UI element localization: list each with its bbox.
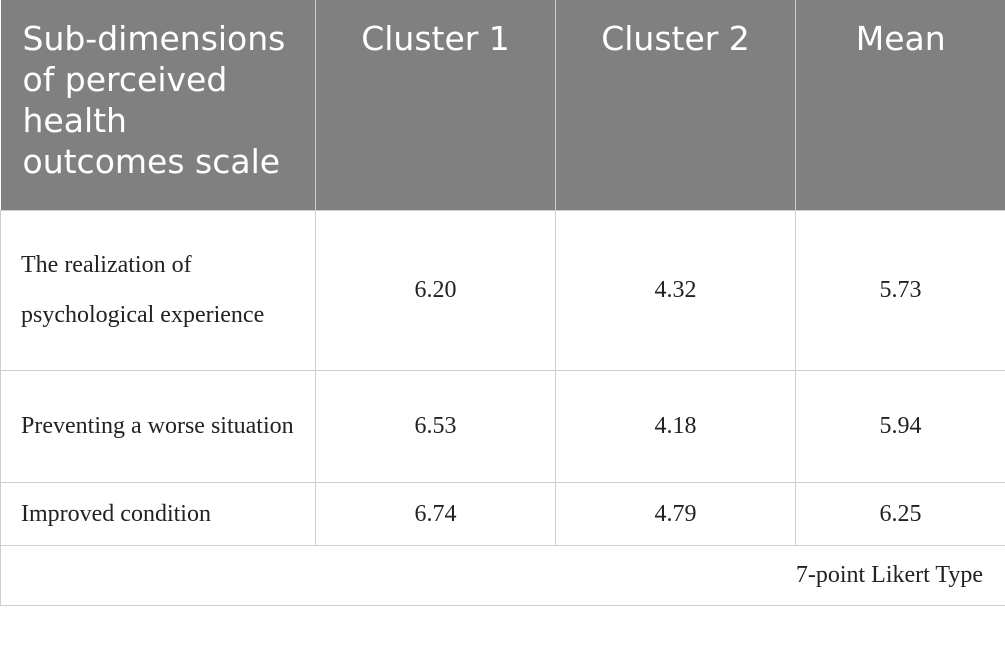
- footnote: 7-point Likert Type: [0, 544, 1005, 606]
- table-row: Improved condition 6.74 4.79 6.25: [0, 481, 1005, 546]
- cell: 6.74: [315, 481, 556, 546]
- cell: 4.18: [555, 369, 796, 483]
- table-row: The realization of psychological experie…: [0, 209, 1005, 371]
- cell: 6.25: [795, 481, 1005, 546]
- header-row: Sub-dimensions of perceived health outco…: [0, 0, 1005, 210]
- row-label: Improved condition: [0, 481, 316, 546]
- cell: 6.53: [315, 369, 556, 483]
- cell: 4.79: [555, 481, 796, 546]
- cell: 6.20: [315, 209, 556, 371]
- cell: 4.32: [555, 209, 796, 371]
- header-cell: Cluster 2: [555, 0, 796, 210]
- table-row: Preventing a worse situation 6.53 4.18 5…: [0, 369, 1005, 483]
- footnote-row: 7-point Likert Type: [0, 544, 1005, 606]
- cell: 5.73: [795, 209, 1005, 371]
- row-label: Preventing a worse situation: [0, 369, 316, 483]
- header-cell: Cluster 1: [315, 0, 556, 210]
- header-cell: Mean: [795, 0, 1005, 210]
- header-cell: Sub-dimensions of perceived health outco…: [0, 0, 316, 210]
- cell: 5.94: [795, 369, 1005, 483]
- row-label: The realization of psychological experie…: [0, 209, 316, 371]
- data-table: Sub-dimensions of perceived health outco…: [0, 0, 1005, 606]
